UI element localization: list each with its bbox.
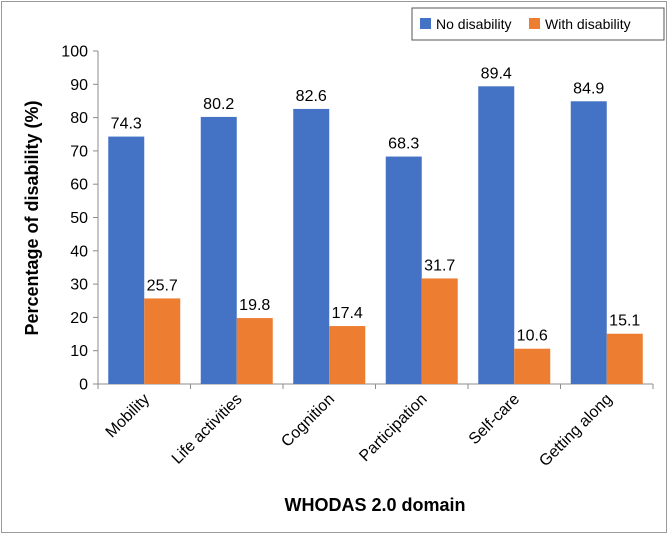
data-label: 25.7: [147, 277, 178, 294]
y-tick-label: 40: [70, 243, 88, 260]
data-label: 31.7: [424, 257, 455, 274]
bar-with-disability: [144, 298, 181, 384]
data-label: 80.2: [203, 96, 234, 113]
x-axis-title: WHODAS 2.0 domain: [284, 495, 465, 515]
bar-no-disability: [293, 108, 330, 384]
bar-with-disability: [329, 326, 366, 384]
y-tick-label: 0: [79, 377, 88, 394]
legend-label: No disability: [436, 16, 511, 32]
bar-no-disability: [200, 116, 237, 385]
y-tick-label: 60: [70, 177, 88, 194]
x-tick-label: Participation: [356, 391, 430, 465]
bar-no-disability: [478, 86, 515, 384]
y-tick-label: 80: [70, 110, 88, 127]
bar-with-disability: [421, 278, 458, 384]
legend-label: With disability: [545, 16, 631, 32]
data-label: 68.3: [388, 136, 419, 153]
bar-no-disability: [108, 136, 145, 384]
data-label: 89.4: [481, 65, 512, 82]
data-label: 74.3: [111, 116, 142, 133]
y-tick-label: 10: [70, 343, 88, 360]
bar-with-disability: [606, 333, 643, 384]
data-label: 84.9: [573, 80, 604, 97]
legend-swatch: [529, 18, 540, 29]
x-tick-label: Cognition: [278, 391, 338, 451]
y-tick-label: 50: [70, 210, 88, 227]
y-tick-label: 90: [70, 77, 88, 94]
legend: No disability With disability: [411, 7, 665, 41]
y-tick-label: 70: [70, 143, 88, 160]
y-tick-label: 20: [70, 310, 88, 327]
x-tick-label: Getting along: [536, 391, 615, 470]
data-label: 10.6: [517, 328, 548, 345]
y-tick-label: 100: [61, 44, 88, 61]
plot-area: 0 10 20 30 40 50 60 70 80 90 100 74.3 25.7 Mobility 80…: [61, 44, 654, 470]
legend-swatch: [420, 18, 431, 29]
data-label: 15.1: [609, 313, 640, 330]
bar-no-disability: [570, 101, 607, 385]
bar-with-disability: [514, 348, 551, 384]
data-label: 17.4: [332, 305, 363, 322]
bar-no-disability: [385, 156, 422, 384]
x-tick-label: Mobility: [103, 391, 153, 441]
x-tick-label: Life activities: [169, 391, 246, 468]
data-label: 82.6: [296, 88, 327, 105]
data-label: 19.8: [239, 297, 270, 314]
x-tick-label: Self-care: [466, 391, 523, 448]
y-tick-label: 30: [70, 277, 88, 294]
y-axis-title: Percentage of disability (%): [22, 100, 42, 335]
bar-with-disability: [236, 318, 273, 384]
